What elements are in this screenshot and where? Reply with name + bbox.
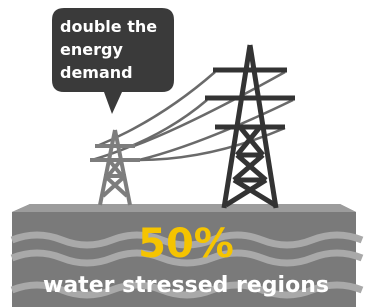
ground-top [12, 204, 356, 212]
bubble-line: double the [60, 17, 157, 36]
bubble-line: energy [60, 40, 123, 59]
large-pylon [205, 45, 295, 208]
infographic: double the energy demand 50% water stres… [0, 0, 365, 307]
stat-value: 50% [138, 221, 234, 267]
small-pylon [90, 130, 140, 205]
bubble-line: demand [60, 63, 133, 82]
stat-label: water stressed regions [43, 273, 329, 298]
